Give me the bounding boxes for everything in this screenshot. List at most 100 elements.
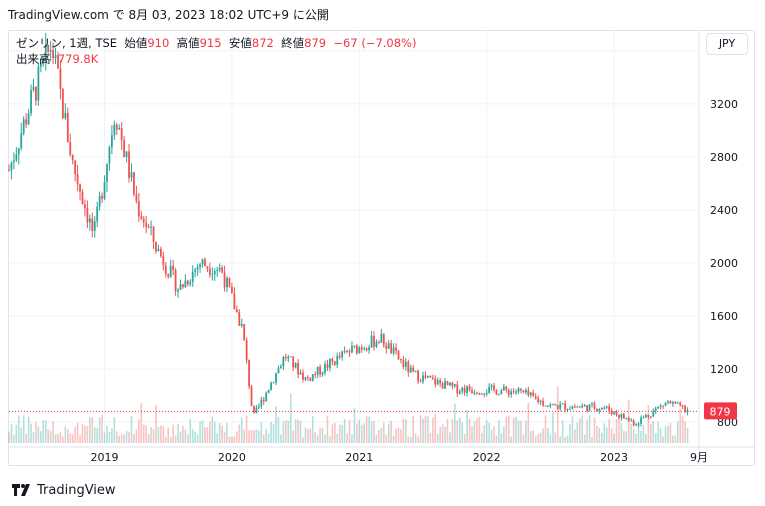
candle-body xyxy=(625,418,628,420)
volume-label: 出来高 xyxy=(16,52,51,66)
candle-body xyxy=(167,274,170,277)
candle-body xyxy=(485,392,488,395)
volume-bar xyxy=(532,430,535,443)
volume-bar xyxy=(574,429,576,443)
volume-bar xyxy=(265,429,268,443)
volume-bar xyxy=(356,423,358,443)
candle-body xyxy=(208,268,211,275)
candle-body xyxy=(32,86,35,91)
candle-body xyxy=(618,414,620,418)
candle-body xyxy=(174,269,177,292)
volume-bar xyxy=(348,419,351,443)
candle-body xyxy=(61,88,64,119)
volume-bar xyxy=(512,417,515,443)
candle-body xyxy=(348,351,351,353)
candle-body xyxy=(155,241,157,252)
grid xyxy=(9,31,755,466)
y-tick-label: 2400 xyxy=(710,204,738,217)
volume-bar xyxy=(419,415,422,443)
volume-bar xyxy=(581,415,584,443)
volume-bar xyxy=(47,429,49,443)
volume-bar xyxy=(490,429,493,443)
volume-bar xyxy=(417,436,419,443)
candle-body xyxy=(150,226,152,228)
candle-body xyxy=(510,391,513,395)
volume-bar xyxy=(267,433,270,443)
currency-button[interactable]: JPY xyxy=(706,33,748,55)
candle-body xyxy=(444,381,446,389)
volume-bar xyxy=(375,434,378,443)
volume-bar xyxy=(463,434,466,443)
candle-body xyxy=(370,335,373,348)
candle-body xyxy=(71,155,74,161)
volume-bar xyxy=(383,422,385,443)
volume-bar xyxy=(98,417,101,443)
candle-body xyxy=(314,374,317,376)
candle-body xyxy=(69,142,72,156)
candle-body xyxy=(500,390,503,395)
volume-bar xyxy=(54,434,57,443)
candle-body xyxy=(586,405,589,411)
candle-body xyxy=(549,404,552,406)
candle-body xyxy=(424,375,427,378)
candle-body xyxy=(368,347,371,351)
volume-bar xyxy=(468,418,471,443)
candle-body xyxy=(434,378,437,385)
candle-body xyxy=(520,388,522,391)
volume-bar xyxy=(500,433,503,443)
brand-name[interactable]: TradingView xyxy=(37,482,116,498)
candle-body xyxy=(96,206,99,222)
volume-bar xyxy=(245,415,248,443)
volume-bar xyxy=(292,430,294,443)
volume-bar xyxy=(10,424,13,443)
volume-bar xyxy=(13,435,15,443)
x-tick-label: 2021 xyxy=(345,451,373,464)
candle-body xyxy=(17,148,20,155)
candle-body xyxy=(382,333,385,346)
volume-bar xyxy=(527,402,530,443)
candle-body xyxy=(681,405,684,407)
candle-body xyxy=(564,403,566,410)
candle-body xyxy=(231,286,233,294)
candle-body xyxy=(39,63,42,67)
volume-bar xyxy=(179,431,182,443)
candle-body xyxy=(265,392,268,402)
volume-bar xyxy=(277,416,280,443)
candle-body xyxy=(414,370,417,372)
volume-bar xyxy=(187,434,189,443)
candle-body xyxy=(44,44,47,60)
candle-body xyxy=(30,90,32,114)
volume-bar xyxy=(243,429,245,443)
volume-bar xyxy=(96,428,98,443)
candle-body xyxy=(289,356,292,358)
candle-body xyxy=(498,394,500,396)
close-label: 終値 xyxy=(281,36,305,50)
candle-body xyxy=(57,55,59,69)
candle-body xyxy=(473,392,476,394)
candle-body xyxy=(216,269,219,272)
volume-bar xyxy=(493,426,495,443)
volume-bar xyxy=(392,435,395,443)
volume-bar xyxy=(370,421,373,443)
volume-bar xyxy=(603,423,606,443)
symbol-label[interactable]: ゼンリン, 1週, TSE xyxy=(16,36,118,50)
volume-bar xyxy=(223,431,226,443)
volume-bar xyxy=(539,432,542,443)
candle-body xyxy=(385,345,388,349)
x-tick-label: 2020 xyxy=(218,451,246,464)
candle-body xyxy=(115,124,118,130)
volume-bar xyxy=(588,415,591,443)
volume-bar xyxy=(189,419,192,443)
candle-body xyxy=(118,128,121,130)
candle-body xyxy=(101,196,103,199)
volume-bar xyxy=(160,425,162,443)
candle-body xyxy=(15,154,18,161)
volume-bar xyxy=(480,432,483,443)
volume-bar xyxy=(221,425,223,443)
candle-body xyxy=(199,264,201,268)
volume-bar xyxy=(130,416,133,443)
volume-bar xyxy=(405,419,407,443)
volume-bar xyxy=(578,418,581,443)
low-value: 872 xyxy=(251,36,274,50)
